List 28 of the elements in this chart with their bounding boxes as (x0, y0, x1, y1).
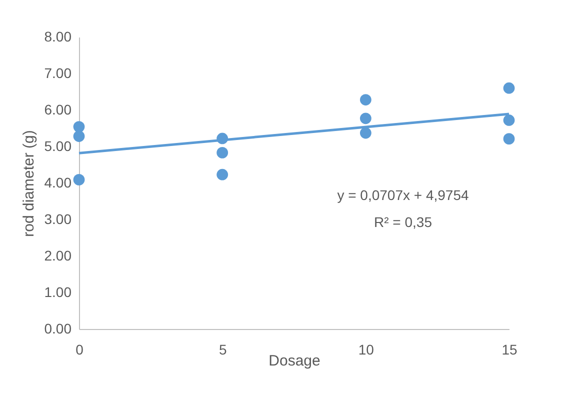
y-tick-label: 6.00 (44, 102, 72, 118)
x-tick-label: 10 (358, 342, 374, 358)
point (73, 174, 85, 186)
y-tick-label: 5.00 (44, 138, 72, 154)
x-tick-label: 15 (502, 342, 518, 358)
x-tick-label: 0 (76, 342, 84, 358)
point (360, 112, 372, 124)
y-tick-label: 0.00 (44, 320, 72, 336)
point (503, 82, 515, 94)
point (360, 127, 372, 139)
x-tick-label: 5 (218, 342, 227, 358)
point (73, 130, 85, 142)
y-tick-label: 1.00 (44, 284, 72, 300)
annotation: R² = 0,35 (374, 214, 432, 230)
y-tick-label: 3.00 (44, 211, 72, 227)
point (360, 94, 372, 106)
y-tick-label: 8.00 (44, 28, 72, 44)
annotation: y = 0,0707x + 4,9754 (337, 187, 469, 203)
y-tick-label: 7.00 (44, 65, 72, 81)
point (216, 168, 228, 180)
x-axis-title: Dosage (268, 352, 320, 370)
point (503, 114, 515, 126)
y-tick-label: 2.00 (44, 248, 72, 264)
point (216, 147, 228, 158)
y-tick-label: 4.00 (44, 174, 72, 190)
y-axis-title: rod diameter (g) (20, 130, 38, 237)
point (73, 121, 85, 132)
point (503, 133, 515, 145)
